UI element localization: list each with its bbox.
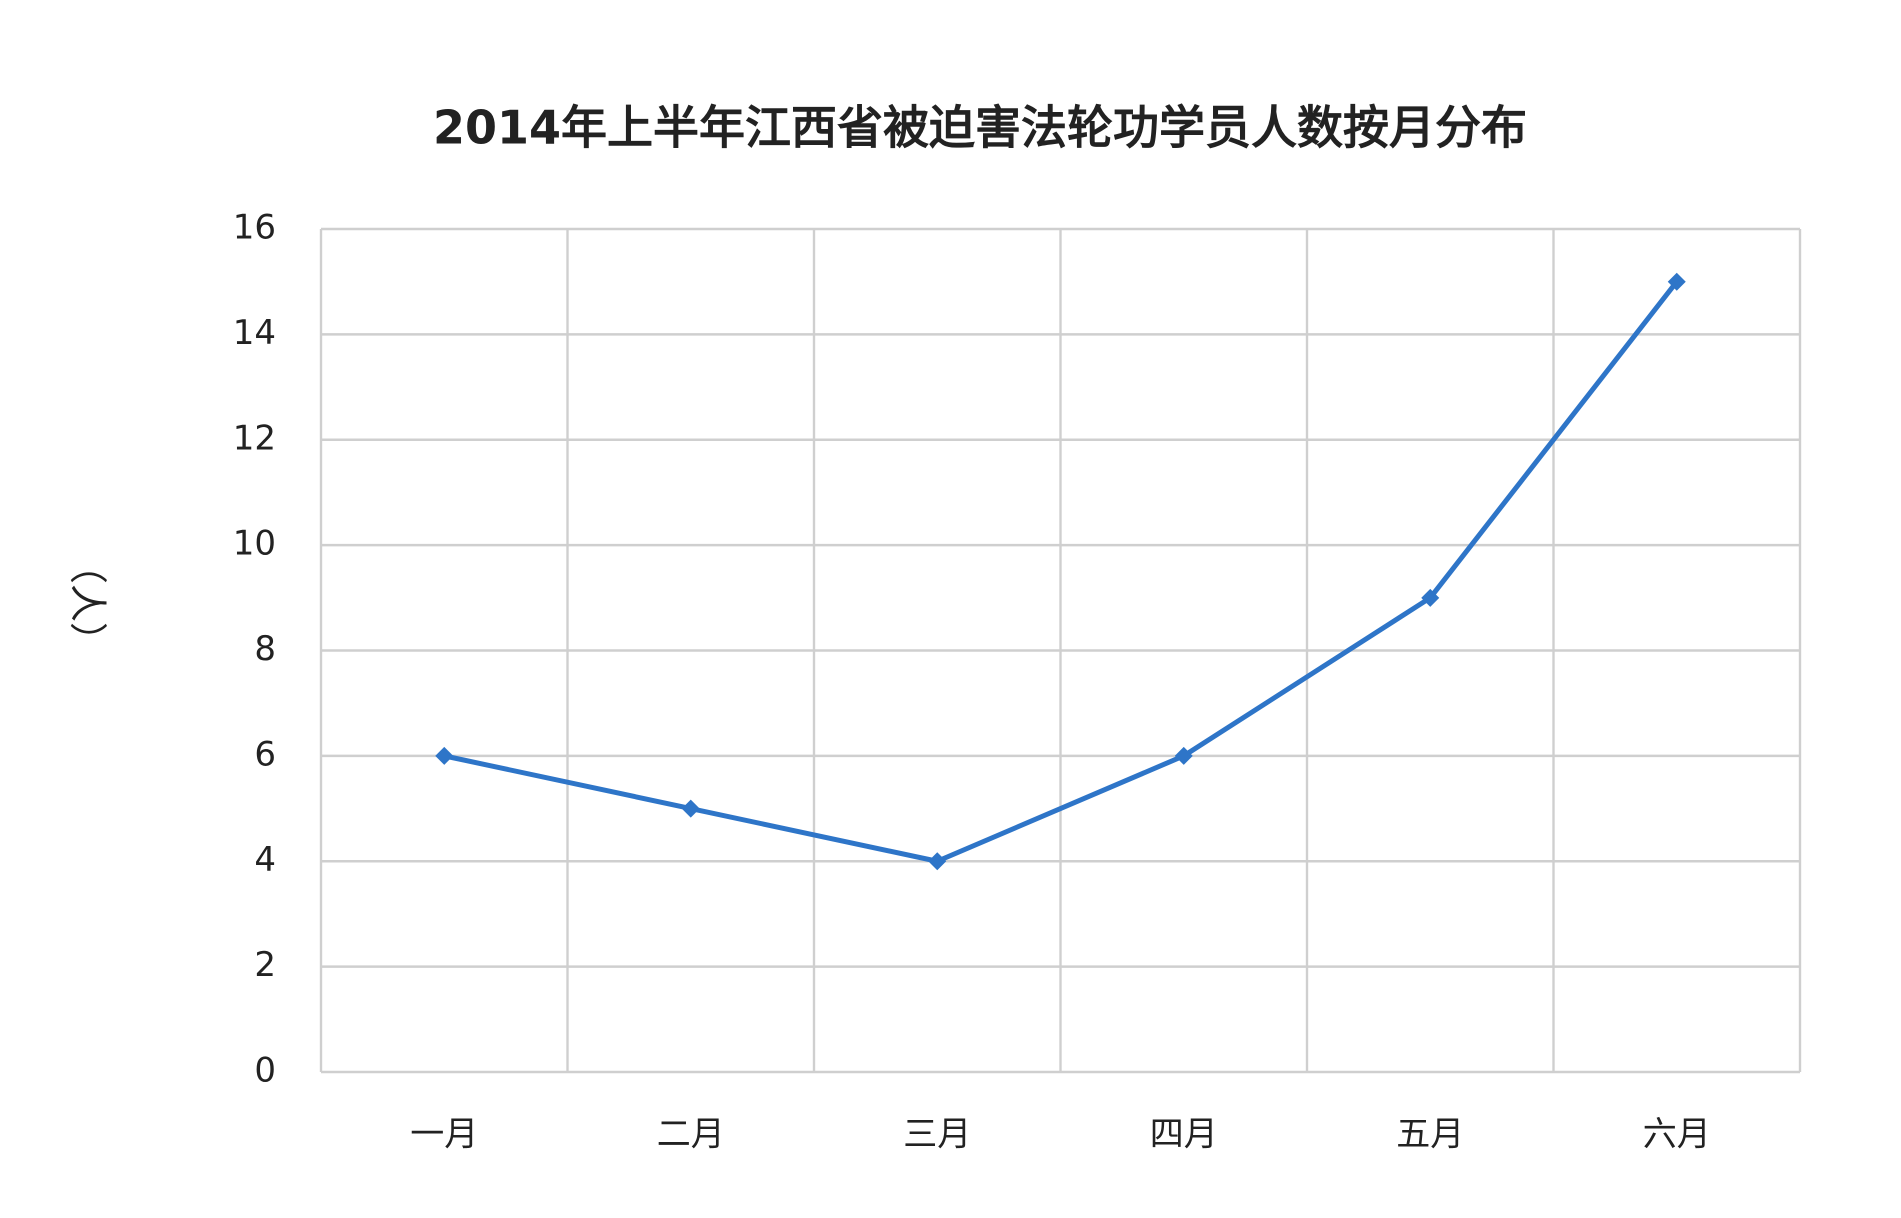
y-tick-label: 0 [254,1051,276,1091]
marker [928,852,947,871]
x-tick-label: 一月 [410,1115,478,1155]
y-tick-label: 4 [254,840,276,880]
y-tick-label: 10 [233,524,276,564]
x-tick-label: 三月 [903,1115,971,1155]
marker [1174,746,1193,765]
y-tick-label: 8 [254,629,276,669]
x-tick-label: 五月 [1396,1115,1464,1155]
y-tick-label: 2 [254,945,276,985]
y-tick-label: 12 [233,418,276,458]
marker [681,799,700,818]
y-tick-label: 6 [254,734,276,774]
marker [1667,272,1686,291]
line-series [443,280,1679,864]
y-tick-label: 14 [233,313,276,353]
x-tick-label: 四月 [1150,1115,1218,1155]
chart-title: 2014年上半年江西省被迫害法轮功学员人数按月分布 [433,101,1527,155]
x-tick-label: 六月 [1643,1115,1711,1155]
x-tick-label: 二月 [657,1115,725,1155]
marker [435,746,454,765]
y-tick-label: 16 [233,208,276,248]
marker [1421,588,1440,607]
y-axis-label: （人） [66,546,110,660]
